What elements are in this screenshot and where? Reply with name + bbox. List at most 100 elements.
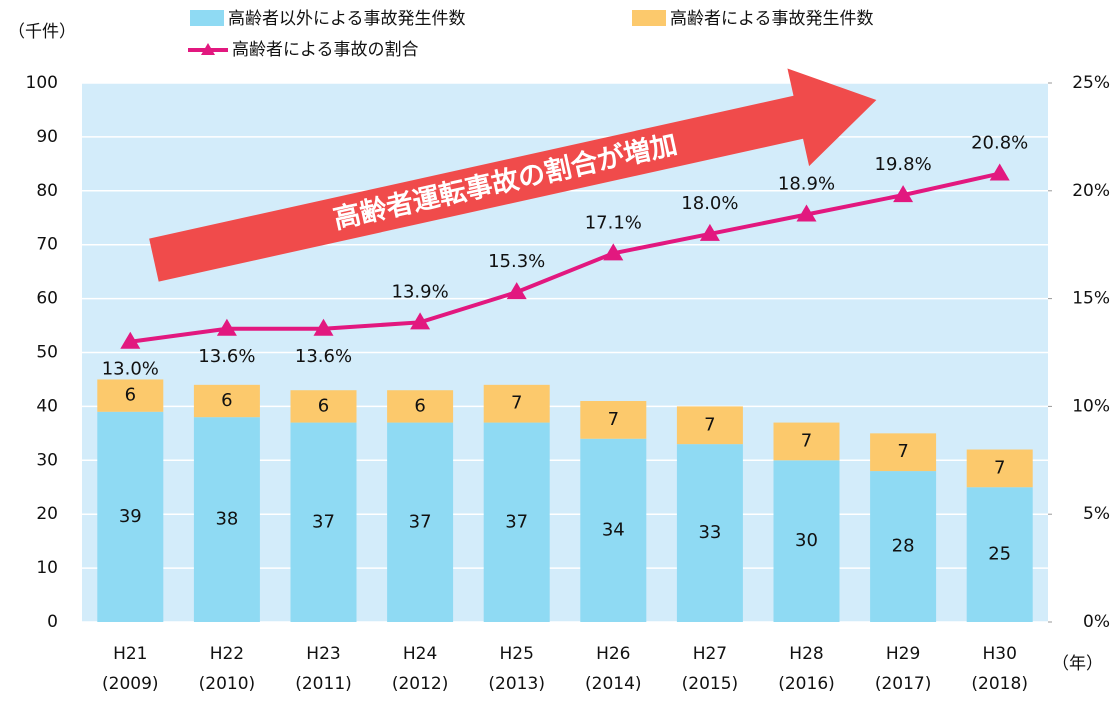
line-value-label: 19.8% xyxy=(875,154,932,175)
bar-segment xyxy=(966,487,1033,622)
x-tick-label: H29 xyxy=(886,644,920,664)
x-tick-label: (2018) xyxy=(971,674,1028,694)
bar-value-label: 37 xyxy=(312,511,335,532)
legend-label: 高齢者以外による事故発生件数 xyxy=(228,9,466,29)
line-layer: 13.0% 13.6% 13.6% 13.9% 15.3% 17.1% 18.0% 18.9%… xyxy=(102,133,1029,380)
legend-label: 高齢者による事故発生件数 xyxy=(670,9,874,29)
line-value-label: 13.9% xyxy=(392,281,449,302)
legend-label: 高齢者による事故の割合 xyxy=(232,40,419,60)
bar-value-label: 7 xyxy=(608,409,619,430)
x-tick-label: (2016) xyxy=(778,674,835,694)
bar-value-label: 7 xyxy=(994,457,1005,478)
bar-value-label: 7 xyxy=(801,430,812,451)
bar-value-label: 7 xyxy=(511,393,522,414)
bar-segment xyxy=(580,401,647,439)
bar-segment xyxy=(193,384,260,418)
line-marker xyxy=(699,223,720,241)
x-tick-label: H27 xyxy=(693,644,727,664)
bar-value-label: 6 xyxy=(414,395,425,416)
x-tick-label: H23 xyxy=(306,644,340,664)
x-tick-label: (2015) xyxy=(682,674,739,694)
bar-segment xyxy=(97,379,164,412)
x-tick-label: (2014) xyxy=(585,674,642,694)
bar-value-label: 6 xyxy=(221,390,232,411)
legend-marker xyxy=(201,43,215,55)
y-tick-label: 100 xyxy=(26,73,58,93)
bars: 39 38 37 37 37 34 33 30 28 25 6 6 6 6 7 7 7 7 7 7 xyxy=(97,379,1033,622)
bar-value-label: 37 xyxy=(505,511,528,532)
x-tick-label: (2010) xyxy=(199,674,256,694)
y-tick-label: 10 xyxy=(36,558,58,578)
y-tick-label: 20 xyxy=(36,504,58,524)
line-value-label: 20.8% xyxy=(971,133,1028,154)
y-axis-label: （千件） xyxy=(8,22,76,42)
y2-tick-label: 25% xyxy=(1072,73,1110,93)
line xyxy=(130,171,1001,344)
line-value-label: 18.0% xyxy=(681,193,738,214)
bar-value-label: 38 xyxy=(215,509,238,530)
bar-segment xyxy=(483,384,550,423)
line-marker xyxy=(893,185,914,203)
x-tick-label: H22 xyxy=(210,644,244,664)
line-marker xyxy=(410,312,431,330)
bar-value-label: 30 xyxy=(795,530,818,551)
bar-segment xyxy=(97,411,164,622)
bar-segment xyxy=(773,460,840,622)
bar-value-label: 39 xyxy=(119,506,142,527)
line-marker xyxy=(313,318,334,336)
bar-segment xyxy=(290,422,357,622)
line-marker xyxy=(120,331,141,349)
bar-value-label: 34 xyxy=(602,519,625,540)
x-tick-label: (2017) xyxy=(875,674,932,694)
y2-tick-label: 5% xyxy=(1083,504,1110,524)
x-tick-label: (2009) xyxy=(102,674,159,694)
bar-segment xyxy=(387,390,454,423)
x-tick-label: (2013) xyxy=(488,674,545,694)
line-value-label: 13.6% xyxy=(198,346,255,367)
bar-segment xyxy=(870,471,937,622)
x-tick-label: (2012) xyxy=(392,674,449,694)
line-value-label: 13.6% xyxy=(295,346,352,367)
y2-tick-label: 20% xyxy=(1072,181,1110,201)
bar-value-label: 37 xyxy=(409,511,432,532)
y-tick-label: 40 xyxy=(36,396,58,416)
line-marker xyxy=(506,282,527,300)
bar-value-label: 33 xyxy=(698,522,721,543)
line-value-label: 17.1% xyxy=(585,212,642,233)
x-unit-label: （年） xyxy=(1052,654,1103,674)
bar-value-label: 7 xyxy=(897,441,908,462)
x-tick-label: H25 xyxy=(499,644,533,664)
bar-value-label: 7 xyxy=(704,414,715,435)
line-value-label: 15.3% xyxy=(488,251,545,272)
y2-tick-label: 15% xyxy=(1072,289,1110,309)
x-tick-label: H30 xyxy=(982,644,1016,664)
y2-tick-label: 0% xyxy=(1083,612,1110,632)
x-tick-label: H21 xyxy=(113,644,147,664)
bar-value-label: 28 xyxy=(892,536,915,557)
y-tick-label: 80 xyxy=(36,181,58,201)
bar-segment xyxy=(290,390,357,423)
line-marker xyxy=(796,204,817,222)
line-value-label: 13.0% xyxy=(102,359,159,380)
bar-segment xyxy=(193,417,260,622)
y-tick-label: 50 xyxy=(36,343,58,363)
bar-value-label: 25 xyxy=(988,544,1011,565)
legend-swatch xyxy=(632,10,666,26)
bar-segment xyxy=(966,449,1033,488)
line-marker xyxy=(603,243,624,261)
bar-value-label: 6 xyxy=(125,385,136,406)
bar-segment xyxy=(676,444,743,622)
bar-segment xyxy=(387,422,454,622)
x-tick-label: H24 xyxy=(403,644,437,664)
legend-swatch xyxy=(190,10,224,26)
y-tick-label: 60 xyxy=(36,289,58,309)
line-marker xyxy=(216,318,237,336)
bar-segment xyxy=(580,438,647,622)
x-tick-label: (2011) xyxy=(295,674,352,694)
y-tick-label: 70 xyxy=(36,235,58,255)
y-tick-label: 0 xyxy=(47,612,58,632)
bar-value-label: 6 xyxy=(318,395,329,416)
bar-segment xyxy=(870,433,937,472)
bar-segment xyxy=(676,406,743,445)
